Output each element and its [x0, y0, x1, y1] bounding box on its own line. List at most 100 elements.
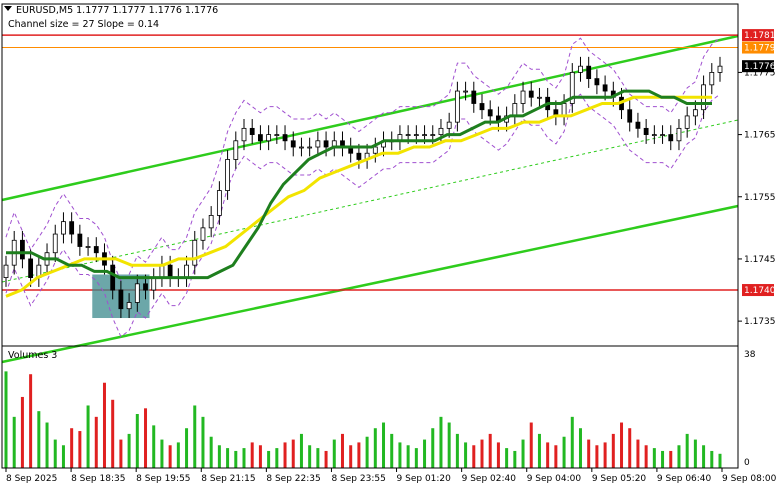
volume-bar	[234, 450, 238, 468]
candle-body	[143, 283, 148, 291]
volume-bar	[340, 433, 344, 468]
volume-bar	[718, 453, 722, 468]
volume-bar	[505, 448, 509, 468]
volume-zero-label: 0	[744, 458, 750, 468]
plot-frame	[1, 3, 739, 469]
volume-bar	[152, 425, 156, 468]
volume-bar	[611, 433, 615, 468]
volume-bar	[357, 442, 361, 468]
candle-body	[184, 264, 189, 278]
y-tick-label-1: 1.1765	[744, 131, 776, 141]
volume-bar	[45, 422, 49, 468]
candle-body	[216, 190, 222, 216]
candle-body	[602, 84, 608, 92]
x-tick-label-7: 9 Sep 02:40	[462, 474, 517, 484]
volume-bar	[382, 422, 386, 468]
candle-body	[208, 215, 214, 229]
volume-bar	[127, 433, 131, 468]
volume-bar	[595, 445, 599, 468]
volume-bar	[12, 416, 16, 468]
candle-body	[134, 283, 140, 303]
volume-bar	[685, 433, 689, 468]
candle-body	[676, 127, 682, 142]
volume-bar	[455, 433, 459, 468]
y-tick-label-3: 1.1745	[744, 255, 776, 265]
volume-bar	[20, 396, 24, 468]
candle-body	[282, 134, 288, 142]
channel-lower-line	[1, 204, 739, 364]
candle-body	[299, 146, 304, 149]
candle-body	[192, 239, 198, 266]
volume-bar	[710, 450, 714, 468]
volume-panel-title: Volumes 3	[8, 350, 57, 361]
candle-body	[200, 227, 206, 241]
volume-bar	[578, 428, 582, 468]
volume-plot	[4, 371, 722, 468]
candle-body	[85, 246, 91, 248]
y-tick-label-0: 1.1775	[744, 68, 776, 78]
candle-body	[274, 134, 280, 136]
volume-bar	[513, 450, 517, 468]
candle-body	[446, 121, 452, 129]
volume-bar	[258, 445, 262, 468]
volume-bar	[521, 439, 525, 468]
candle-body	[430, 134, 436, 136]
chart-menu-triangle-icon[interactable]	[4, 6, 12, 11]
candle-body	[528, 90, 534, 98]
candle-body	[660, 134, 665, 136]
volume-bar	[185, 428, 189, 468]
volume-bar	[488, 433, 492, 468]
x-tick-label-9: 9 Sep 05:20	[592, 474, 647, 484]
candle-body	[471, 90, 477, 104]
candle-body	[405, 134, 411, 136]
candle-body	[586, 65, 592, 80]
chart-header: EURUSD,M5 1.1777 1.1777 1.1776 1.1776 Ch…	[4, 5, 218, 30]
volume-bar	[423, 439, 427, 468]
candle-body	[635, 121, 641, 129]
y-tick-label-4: 1.1735	[744, 317, 776, 327]
volume-max-label: 38	[744, 350, 756, 360]
candle-body	[438, 127, 444, 135]
volume-bar	[217, 445, 221, 468]
candle-body	[651, 134, 657, 136]
candle-body	[413, 134, 419, 136]
volume-bar	[144, 408, 148, 468]
volume-bar	[439, 416, 443, 468]
candle-body	[61, 221, 66, 235]
candle-body	[692, 109, 698, 117]
x-tick-label-6: 9 Sep 01:20	[397, 474, 452, 484]
candle-body	[487, 109, 493, 117]
volume-bar	[135, 414, 139, 468]
candle-body	[372, 146, 378, 154]
candle-body	[512, 103, 518, 117]
candle-body	[422, 134, 427, 136]
level-tag-0	[742, 29, 774, 42]
candle-body	[167, 264, 173, 278]
volume-bar	[193, 405, 197, 468]
volume-bar	[570, 416, 574, 468]
candle-body	[3, 264, 9, 278]
candle-body	[709, 72, 715, 86]
candle-body	[643, 127, 649, 135]
volume-bar	[398, 442, 402, 468]
price-tag-label-1: 1.1776	[744, 62, 776, 72]
volume-bar	[373, 428, 377, 468]
x-tick-label-3: 8 Sep 21:15	[201, 474, 255, 484]
volume-bar	[4, 371, 8, 468]
candle-body	[249, 127, 255, 135]
candle-body	[159, 264, 165, 278]
price-tag-1	[742, 60, 774, 73]
candle-body	[668, 134, 674, 142]
volume-bar	[250, 442, 254, 468]
price-plot	[1, 34, 739, 364]
volume-bar	[86, 405, 90, 468]
volume-bar	[201, 416, 205, 468]
volume-bar	[78, 431, 82, 468]
candle-body	[266, 134, 272, 142]
volume-bar	[119, 439, 123, 468]
volume-bar	[70, 428, 74, 468]
volume-bar	[53, 439, 57, 468]
